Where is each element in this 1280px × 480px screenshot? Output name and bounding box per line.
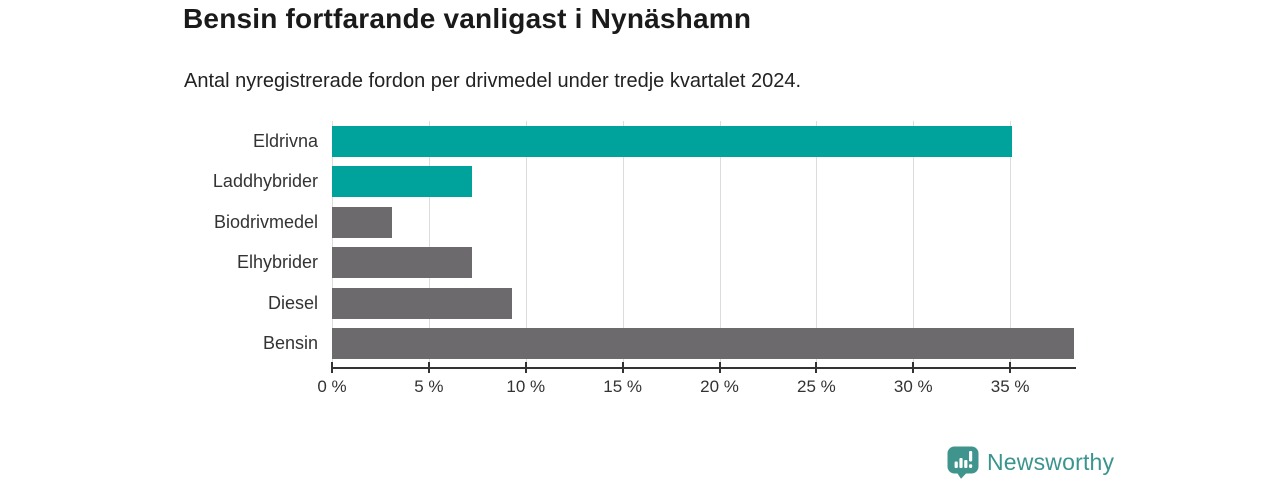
x-axis-tick-label: 15 % (603, 377, 642, 396)
bar-laddhybrider (332, 166, 472, 198)
gridline (913, 121, 915, 367)
bar-eldrivna (332, 126, 1013, 157)
newsworthy-logo-icon (947, 446, 979, 479)
bar-bensin (332, 328, 1075, 359)
category-label: Elhybrider (236, 252, 318, 273)
x-axis-tick-label: 0 % (317, 377, 347, 396)
category-label: Laddhybrider (212, 171, 318, 192)
chart-title: Bensin fortfarande vanligast i Nynäshamn (183, 3, 752, 34)
x-axis-tick (815, 362, 818, 373)
x-axis-tick-label: 25 % (797, 377, 836, 396)
bar-biodrivmedel (332, 206, 393, 238)
x-axis-tick-label: 30 % (893, 377, 933, 396)
x-axis-tick (1009, 362, 1012, 373)
x-axis-tick-label: 35 % (990, 377, 1030, 396)
x-axis-tick (331, 362, 333, 373)
gridline (1010, 121, 1012, 367)
category-label: Eldrivna (252, 131, 318, 151)
chart-subtitle: Antal nyregistrerade fordon per drivmede… (184, 70, 802, 92)
x-axis-tick (621, 362, 624, 373)
bar-chart-plot: Eldrivna Laddhybrider Biodrivmedel Elhybrid… (213, 121, 1076, 396)
x-axis-tick (912, 362, 915, 373)
gridline (332, 121, 333, 367)
newsworthy-logo-text: Newsworthy (987, 449, 1115, 475)
bar-elhybrider (332, 247, 472, 279)
x-axis-tick (718, 362, 721, 373)
gridline (428, 121, 430, 367)
gridline (719, 121, 721, 367)
newsworthy-logo: Newsworthy (946, 445, 1114, 480)
gridline (622, 121, 624, 367)
x-axis-tick-label: 5 % (414, 377, 444, 396)
gridline (525, 121, 527, 367)
x-axis-tick-label: 20 % (700, 377, 739, 396)
category-label: Diesel (267, 292, 318, 313)
category-label: Biodrivmedel (213, 211, 318, 232)
x-axis-tick (427, 362, 430, 373)
x-axis-tick (524, 362, 527, 373)
x-axis-tick-label: 10 % (506, 377, 546, 396)
bar-diesel (332, 287, 513, 319)
gridline (816, 121, 818, 367)
category-label: Bensin (262, 333, 318, 353)
